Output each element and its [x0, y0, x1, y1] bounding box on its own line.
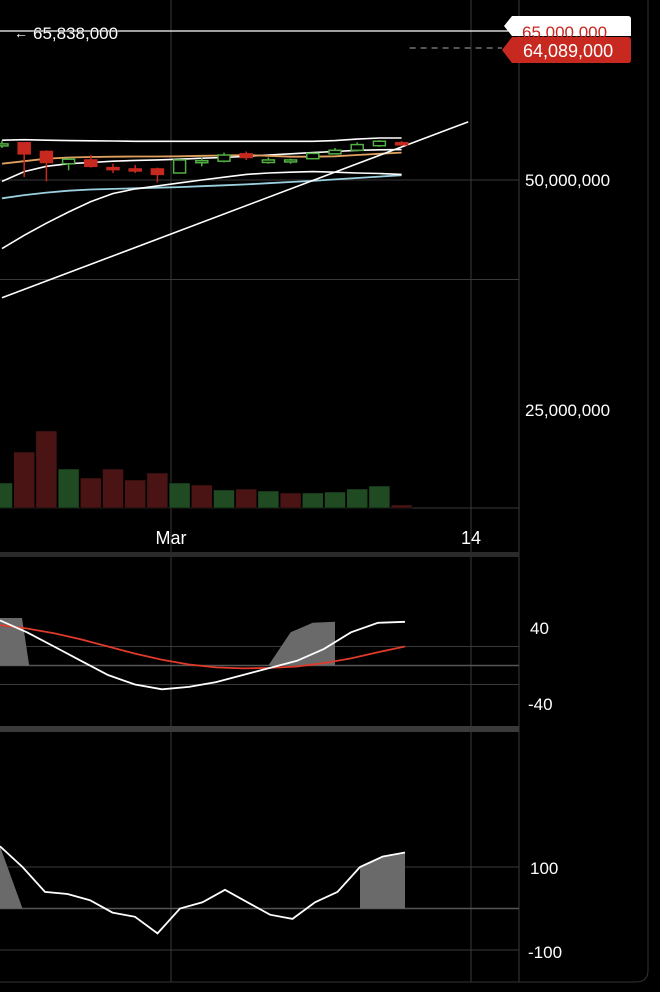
window-border	[0, 0, 649, 983]
high-marker-arrow: ←	[14, 25, 28, 41]
time-tick-label: Mar	[156, 528, 187, 548]
oscillator-2-axis: 100 -100	[528, 859, 562, 962]
osc2-histogram-area	[360, 852, 405, 909]
candle-body[interactable]	[150, 168, 165, 176]
high-price-marker: ← 65,838,000	[14, 24, 118, 44]
osc1-signal-line	[0, 624, 406, 670]
volume-bar	[35, 430, 58, 509]
volume-bar	[324, 491, 346, 509]
volume-bar	[0, 482, 13, 509]
moving-average-cyan-line	[1, 174, 402, 200]
volume-bar	[13, 451, 35, 509]
oscillator-panels	[0, 618, 406, 935]
candle-body[interactable]	[328, 149, 342, 155]
volume-bar	[257, 490, 280, 509]
panel-divider[interactable]	[0, 726, 519, 732]
volume-bar	[124, 479, 146, 509]
volume-bar	[279, 492, 302, 509]
bollinger-upper-line	[1, 137, 402, 143]
candle-body[interactable]	[394, 142, 409, 146]
candle-body[interactable]	[61, 158, 76, 165]
candle-body[interactable]	[239, 153, 253, 159]
osc1-tick-label: 40	[530, 619, 549, 638]
osc1-tick-label: -40	[528, 695, 553, 714]
osc1-histogram-area	[268, 621, 335, 666]
volume-bar	[213, 489, 235, 509]
time-axis-separator	[0, 552, 519, 557]
current-price-label: 64,089,000	[523, 41, 613, 61]
volume-bar	[368, 485, 391, 509]
candle-body[interactable]	[195, 159, 209, 164]
candle-body[interactable]	[106, 166, 120, 171]
candle-body[interactable]	[261, 159, 276, 164]
trend-line[interactable]	[1, 121, 469, 299]
candle-body[interactable]	[128, 168, 142, 172]
candle-body[interactable]	[306, 152, 320, 160]
current-price-badge[interactable]: 64,089,000	[502, 37, 631, 63]
volume-bar	[191, 484, 213, 509]
time-axis: Mar 14	[156, 528, 482, 548]
volume-bar	[102, 468, 124, 509]
time-tick-label: 14	[461, 528, 481, 548]
volume-bars	[0, 430, 413, 509]
volume-bar	[168, 482, 191, 509]
osc1-main-line	[0, 619, 406, 691]
candle-body[interactable]	[172, 159, 187, 174]
volume-bar	[57, 468, 80, 509]
candle-body[interactable]	[350, 143, 364, 152]
volume-bar	[80, 477, 102, 509]
candle-body[interactable]	[217, 154, 231, 162]
high-marker-label: 65,838,000	[33, 24, 118, 43]
price-tick-label: 25,000,000	[525, 401, 610, 420]
oscillator-1-axis: 40 -40	[528, 619, 553, 714]
volume-bar	[302, 492, 324, 509]
candle-body[interactable]	[372, 140, 387, 147]
volume-bar	[146, 472, 169, 509]
osc2-tick-label: 100	[530, 859, 558, 878]
candlesticks[interactable]	[0, 140, 409, 183]
volume-bar	[235, 488, 257, 509]
candle-body[interactable]	[84, 159, 98, 168]
osc2-tick-label: -100	[528, 943, 562, 962]
candle-body[interactable]	[0, 143, 9, 147]
volume-bar	[390, 504, 413, 509]
volume-bar	[346, 488, 368, 509]
osc2-main-line	[0, 845, 406, 935]
price-tick-label: 50,000,000	[525, 171, 610, 190]
candle-body[interactable]	[39, 150, 54, 164]
candle-body[interactable]	[17, 142, 31, 155]
candle-body[interactable]	[283, 159, 298, 163]
osc2-histogram-area	[0, 846, 23, 909]
price-axis[interactable]: 50,000,000 25,000,000	[525, 171, 610, 420]
